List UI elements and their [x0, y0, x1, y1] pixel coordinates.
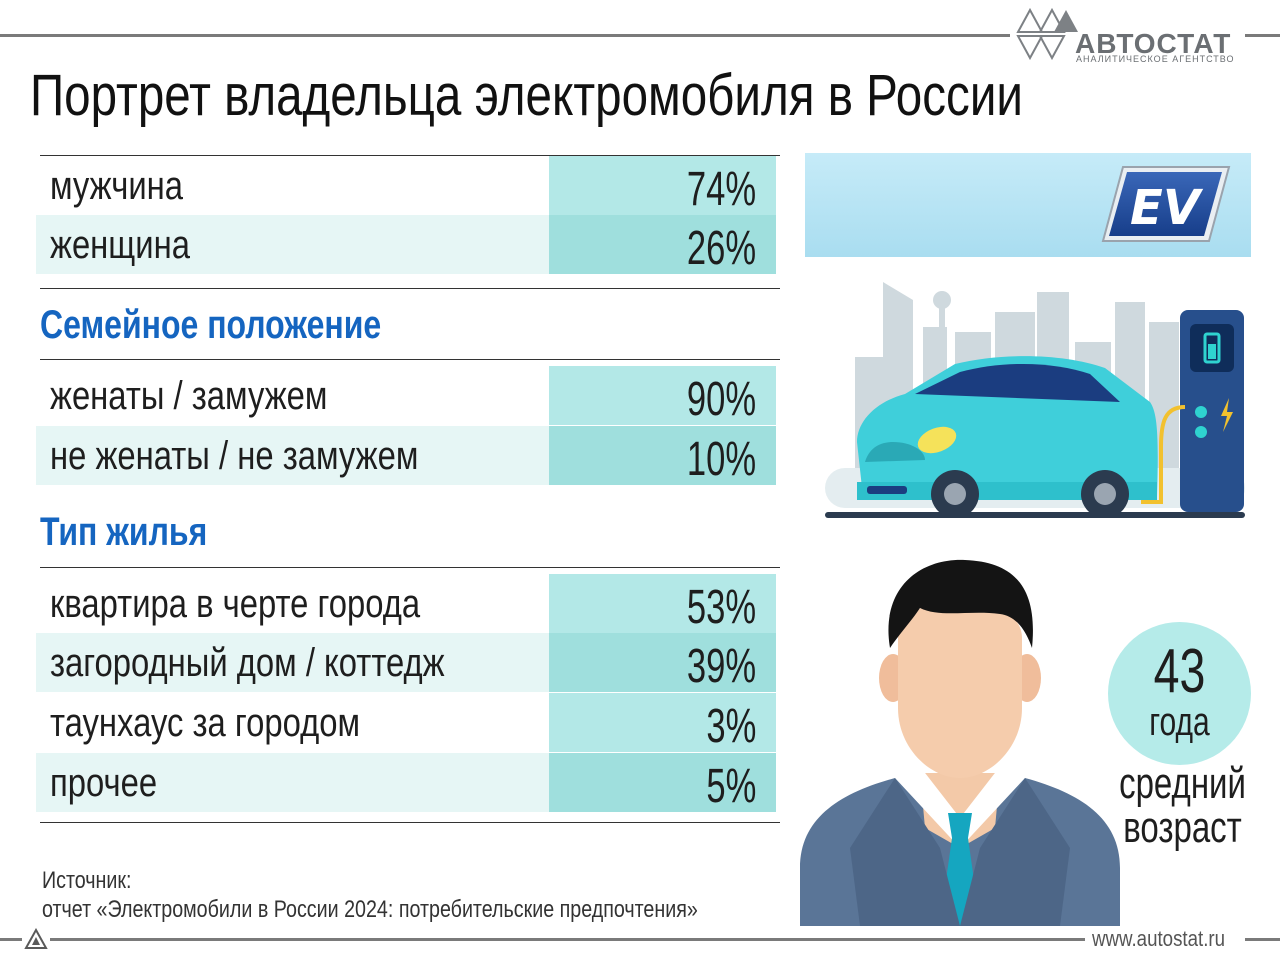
table-row: женщина 26% — [36, 215, 780, 275]
section-heading: Семейное положение — [40, 303, 382, 347]
man-avatar-icon — [800, 559, 1120, 926]
row-value: 90% — [686, 373, 756, 426]
autostat-logo-icon — [1016, 7, 1078, 61]
table-row: загородный дом / коттедж 39% — [36, 633, 780, 693]
age-caption-line1: средний — [1119, 759, 1246, 808]
charging-car-icon — [825, 282, 1245, 518]
age-circle — [1108, 622, 1251, 765]
footer-site-link[interactable]: www.autostat.ru — [1092, 926, 1226, 951]
footer-rule — [50, 938, 1085, 941]
footer-rule-right — [1245, 938, 1280, 941]
page-title: Портрет владельца электромобиля в России — [30, 63, 1023, 128]
row-label: женаты / замужем — [50, 374, 328, 418]
row-value: 39% — [686, 640, 756, 693]
footer-rule-left — [0, 938, 22, 941]
table-row: не женаты / не замужем 10% — [36, 426, 780, 486]
row-label: не женаты / не замужем — [50, 434, 419, 478]
row-value: 10% — [686, 433, 756, 486]
row-label: загородный дом / коттедж — [50, 641, 445, 685]
row-value: 3% — [706, 700, 756, 753]
row-label: квартира в черте города — [50, 582, 421, 626]
table-row: таунхаус за городом 3% — [40, 693, 780, 753]
table-row: прочее 5% — [36, 753, 780, 813]
age-number: 43 — [1153, 637, 1206, 706]
age-caption: средний возраст — [1117, 762, 1248, 850]
row-label: мужчина — [50, 164, 184, 208]
ev-badge-text: EV — [1130, 180, 1204, 236]
table-row: мужчина 74% — [40, 156, 780, 216]
logo-name: АВТОСТАТ — [1075, 28, 1232, 59]
row-label: таунхаус за городом — [50, 701, 361, 745]
row-value: 26% — [686, 222, 756, 275]
age-unit: года — [1149, 700, 1210, 744]
header-rule — [0, 34, 1010, 37]
ev-banner: EV — [805, 153, 1251, 257]
table-row: женаты / замужем 90% — [40, 366, 780, 426]
row-value: 53% — [686, 581, 756, 634]
header-rule-right — [1245, 34, 1280, 37]
source-label: Источник: — [42, 867, 132, 894]
row-label: прочее — [50, 761, 158, 805]
source-text: отчет «Электромобили в России 2024: потр… — [42, 896, 698, 923]
footer-triangle-icon — [24, 928, 48, 949]
source-note: Источник: отчет «Электромобили в России … — [42, 866, 698, 924]
section-heading: Тип жилья — [40, 510, 208, 554]
row-value: 74% — [686, 163, 756, 216]
age-caption-line2: возраст — [1123, 803, 1242, 852]
logo-subtitle: АНАЛИТИЧЕСКОЕ АГЕНТСТВО — [1076, 54, 1235, 64]
table-row: квартира в черте города 53% — [40, 574, 780, 634]
ev-badge-icon: EV — [1101, 166, 1231, 242]
row-value: 5% — [706, 760, 756, 813]
row-label: женщина — [50, 223, 190, 267]
